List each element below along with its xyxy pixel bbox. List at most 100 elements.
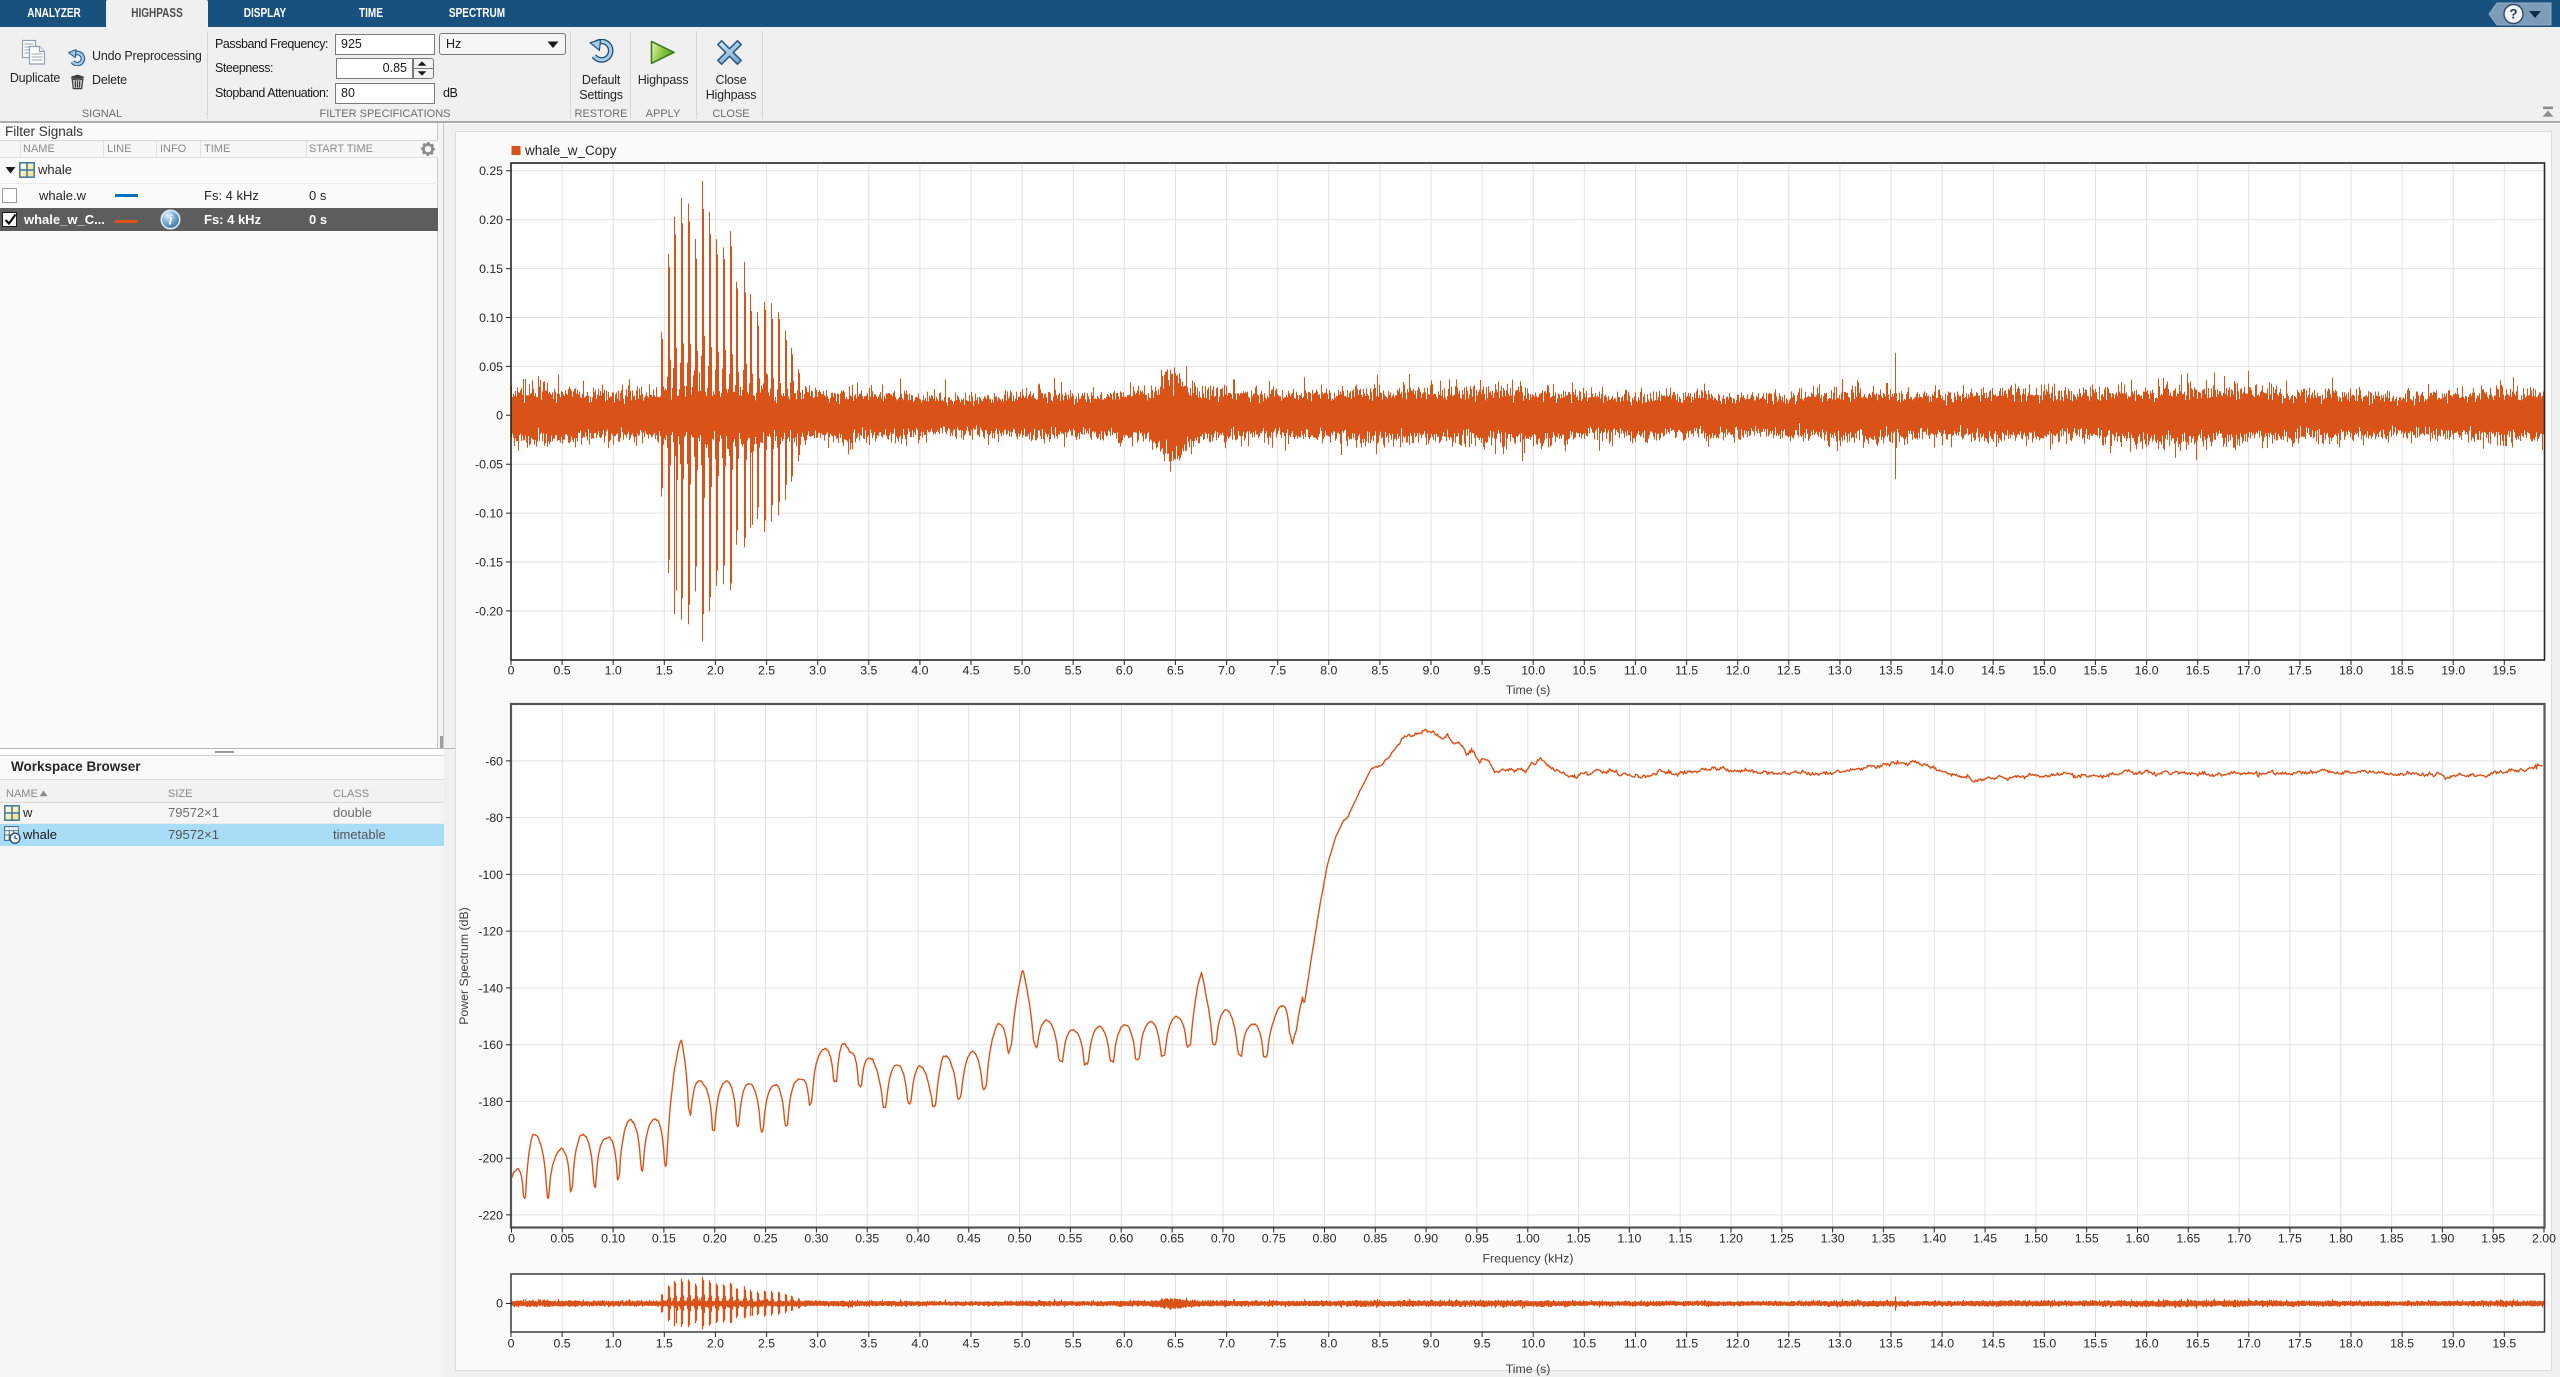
svg-text:11.0: 11.0 <box>1624 664 1647 678</box>
svg-text:2.5: 2.5 <box>758 1337 775 1351</box>
svg-text:6.0: 6.0 <box>1116 1337 1133 1351</box>
svg-text:9.5: 9.5 <box>1474 1337 1491 1351</box>
svg-text:-220: -220 <box>478 1208 503 1222</box>
svg-text:15.5: 15.5 <box>2083 1337 2107 1351</box>
svg-text:11.0: 11.0 <box>1624 1337 1647 1351</box>
svg-text:12.0: 12.0 <box>1726 664 1750 678</box>
svg-text:8.5: 8.5 <box>1371 1337 1388 1351</box>
svg-text:3.0: 3.0 <box>809 1337 826 1351</box>
svg-text:-0.10: -0.10 <box>475 507 503 521</box>
svg-text:7.5: 7.5 <box>1269 664 1286 678</box>
svg-text:1.65: 1.65 <box>2176 1232 2200 1246</box>
svg-text:-0.15: -0.15 <box>475 555 503 569</box>
svg-text:16.0: 16.0 <box>2135 664 2159 678</box>
svg-text:1.05: 1.05 <box>1567 1232 1591 1246</box>
svg-text:1.40: 1.40 <box>1922 1232 1946 1246</box>
svg-text:-0.20: -0.20 <box>475 604 503 618</box>
svg-text:2.5: 2.5 <box>758 664 775 678</box>
svg-text:2.0: 2.0 <box>707 1337 724 1351</box>
svg-text:0.80: 0.80 <box>1313 1232 1337 1246</box>
svg-text:0: 0 <box>508 1337 515 1351</box>
svg-text:0.30: 0.30 <box>804 1232 828 1246</box>
svg-text:3.5: 3.5 <box>860 664 877 678</box>
svg-text:7.5: 7.5 <box>1269 1337 1286 1351</box>
svg-text:Power Spectrum (dB): Power Spectrum (dB) <box>457 907 471 1025</box>
svg-text:0.45: 0.45 <box>957 1232 981 1246</box>
svg-text:17.0: 17.0 <box>2237 664 2261 678</box>
svg-text:?: ? <box>2509 7 2517 22</box>
svg-text:12.5: 12.5 <box>1777 664 1801 678</box>
svg-text:0.10: 0.10 <box>479 311 503 325</box>
svg-text:8.5: 8.5 <box>1371 664 1388 678</box>
svg-text:Time (s): Time (s) <box>1506 683 1551 697</box>
svg-text:8.0: 8.0 <box>1320 664 1337 678</box>
svg-text:12.5: 12.5 <box>1777 1337 1801 1351</box>
svg-text:1.55: 1.55 <box>2075 1232 2099 1246</box>
svg-text:-200: -200 <box>478 1152 503 1166</box>
svg-text:1.20: 1.20 <box>1719 1232 1743 1246</box>
svg-text:0.5: 0.5 <box>554 664 571 678</box>
svg-text:13.5: 13.5 <box>1879 664 1903 678</box>
svg-text:18.0: 18.0 <box>2339 664 2363 678</box>
svg-text:0.15: 0.15 <box>479 262 503 276</box>
svg-text:1.80: 1.80 <box>2329 1232 2353 1246</box>
svg-text:0.60: 0.60 <box>1109 1232 1133 1246</box>
svg-text:5.5: 5.5 <box>1065 664 1082 678</box>
svg-text:0.50: 0.50 <box>1008 1232 1032 1246</box>
svg-text:11.5: 11.5 <box>1675 664 1698 678</box>
svg-text:-80: -80 <box>485 811 503 825</box>
svg-text:6.5: 6.5 <box>1167 1337 1184 1351</box>
svg-text:9.0: 9.0 <box>1422 664 1439 678</box>
svg-text:0.90: 0.90 <box>1414 1232 1438 1246</box>
svg-text:19.5: 19.5 <box>2492 664 2516 678</box>
svg-text:17.0: 17.0 <box>2237 1337 2261 1351</box>
svg-text:12.0: 12.0 <box>1726 1337 1750 1351</box>
svg-text:0.25: 0.25 <box>479 164 503 178</box>
svg-text:15.5: 15.5 <box>2083 664 2107 678</box>
svg-text:7.0: 7.0 <box>1218 1337 1235 1351</box>
svg-text:Frequency (kHz): Frequency (kHz) <box>1483 1252 1574 1266</box>
svg-text:0: 0 <box>496 1297 503 1311</box>
svg-text:7.0: 7.0 <box>1218 664 1235 678</box>
svg-text:i: i <box>169 212 173 227</box>
svg-text:0.25: 0.25 <box>754 1232 778 1246</box>
svg-text:9.5: 9.5 <box>1474 664 1491 678</box>
svg-text:1.75: 1.75 <box>2278 1232 2302 1246</box>
svg-text:0.95: 0.95 <box>1465 1232 1489 1246</box>
svg-text:14.5: 14.5 <box>1981 664 2005 678</box>
svg-text:1.95: 1.95 <box>2481 1232 2505 1246</box>
svg-text:0.75: 0.75 <box>1262 1232 1286 1246</box>
svg-text:15.0: 15.0 <box>2032 1337 2056 1351</box>
svg-text:whale_w_Copy: whale_w_Copy <box>524 143 617 158</box>
svg-text:16.0: 16.0 <box>2135 1337 2159 1351</box>
svg-text:1.15: 1.15 <box>1668 1232 1692 1246</box>
svg-text:19.0: 19.0 <box>2441 1337 2465 1351</box>
svg-text:13.0: 13.0 <box>1828 1337 1852 1351</box>
svg-text:1.90: 1.90 <box>2430 1232 2454 1246</box>
svg-text:19.0: 19.0 <box>2441 664 2465 678</box>
svg-text:18.5: 18.5 <box>2390 1337 2414 1351</box>
svg-text:13.5: 13.5 <box>1879 1337 1903 1351</box>
svg-text:1.25: 1.25 <box>1770 1232 1794 1246</box>
svg-text:18.5: 18.5 <box>2390 664 2414 678</box>
svg-text:-60: -60 <box>485 754 503 768</box>
svg-text:17.5: 17.5 <box>2288 664 2312 678</box>
svg-text:0: 0 <box>508 1232 515 1246</box>
svg-text:1.0: 1.0 <box>605 1337 622 1351</box>
svg-text:1.35: 1.35 <box>1871 1232 1895 1246</box>
svg-text:0.35: 0.35 <box>855 1232 879 1246</box>
svg-text:0.05: 0.05 <box>550 1232 574 1246</box>
svg-text:0.85: 0.85 <box>1363 1232 1387 1246</box>
svg-text:0.5: 0.5 <box>554 1337 571 1351</box>
svg-text:-100: -100 <box>478 868 503 882</box>
svg-text:16.5: 16.5 <box>2186 1337 2210 1351</box>
svg-text:1.70: 1.70 <box>2227 1232 2251 1246</box>
svg-text:5.5: 5.5 <box>1065 1337 1082 1351</box>
svg-text:1.50: 1.50 <box>2024 1232 2048 1246</box>
svg-text:14.5: 14.5 <box>1981 1337 2005 1351</box>
svg-text:6.0: 6.0 <box>1116 664 1133 678</box>
svg-text:11.5: 11.5 <box>1675 1337 1698 1351</box>
svg-text:-0.05: -0.05 <box>475 458 503 472</box>
svg-text:1.5: 1.5 <box>656 1337 673 1351</box>
svg-text:16.5: 16.5 <box>2186 664 2210 678</box>
